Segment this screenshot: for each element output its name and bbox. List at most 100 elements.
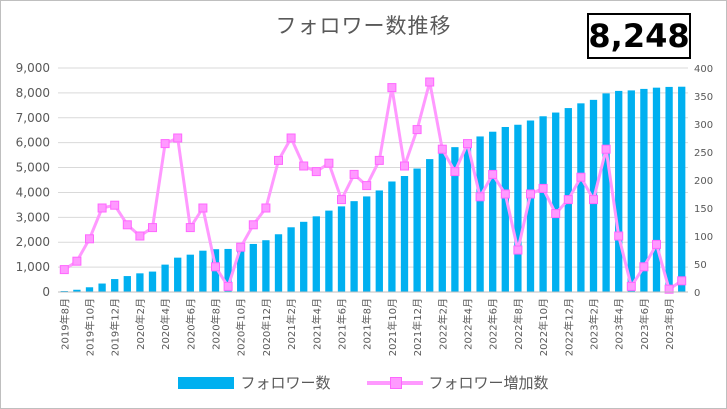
increase-marker — [387, 83, 397, 93]
follower-bar — [388, 181, 396, 292]
increase-marker — [677, 276, 687, 286]
follower-bar — [199, 250, 207, 292]
follower-bar — [400, 176, 409, 292]
follower-bar — [665, 86, 673, 292]
follower-bar — [526, 120, 535, 292]
x-tick-label: 2020年10月 — [235, 298, 248, 356]
follower-bar — [274, 234, 283, 292]
follower-bar — [98, 283, 106, 292]
follower-bar — [438, 152, 446, 292]
y-left-tick-label: 5,000 — [16, 161, 50, 175]
increase-marker — [198, 203, 208, 213]
x-tick-label: 2023年4月 — [613, 298, 626, 350]
y-right-tick-label: 150 — [694, 204, 713, 215]
increase-marker — [563, 195, 573, 205]
follower-bar — [627, 90, 635, 293]
y-left-tick-label: 6,000 — [16, 136, 50, 150]
x-tick-label: 2022年4月 — [462, 298, 475, 350]
increase-marker — [148, 223, 157, 233]
increase-marker — [626, 281, 636, 291]
increase-polyline — [63, 80, 683, 291]
y-left-tick-label: 7,000 — [16, 111, 50, 125]
y-left-tick-label: 2,000 — [16, 235, 50, 249]
increase-marker — [135, 231, 145, 241]
x-tick-label: 2023年8月 — [663, 298, 676, 350]
axes: 0 1,000 2,000 3,000 4,000 5,000 6,000 7,000 8,00… — [16, 61, 713, 356]
legend-item-increase: フォロワー増加数 — [366, 372, 549, 393]
increase-marker — [589, 195, 598, 205]
follower-bar — [249, 243, 257, 292]
legend-swatch-line — [366, 376, 423, 389]
follower-bar — [451, 147, 459, 292]
legend-swatch-bar — [178, 376, 235, 389]
y-left-tick-label: 1,000 — [16, 260, 50, 274]
x-tick-label: 2019年8月 — [58, 298, 71, 350]
y-left-tick-label: 4,000 — [16, 185, 50, 199]
increase-marker — [299, 161, 309, 171]
increase-marker — [437, 144, 447, 154]
increase-marker — [337, 195, 346, 205]
x-tick-label: 2020年6月 — [184, 298, 197, 350]
increase-marker — [286, 133, 296, 143]
increase-marker — [349, 169, 359, 179]
increase-marker — [97, 203, 107, 213]
y-right-tick-label: 200 — [694, 176, 713, 187]
increase-marker — [463, 139, 472, 149]
increase-marker — [664, 284, 674, 294]
x-tick-label: 2022年10月 — [537, 298, 550, 356]
increase-marker — [173, 133, 183, 143]
increase-marker — [122, 220, 132, 230]
increase-marker — [576, 172, 586, 182]
increase-marker — [450, 167, 460, 177]
x-tick-label: 2020年12月 — [260, 298, 273, 356]
increase-marker — [110, 200, 120, 210]
follower-bar — [514, 124, 522, 292]
legend-label-increase: フォロワー増加数 — [428, 374, 549, 392]
increase-marker — [211, 262, 220, 272]
total-followers-badge: 8,248 — [587, 13, 691, 59]
increase-marker — [59, 265, 69, 275]
increase-marker — [324, 158, 334, 168]
x-tick-label: 2022年2月 — [436, 298, 449, 350]
increase-marker — [236, 242, 246, 252]
increase-marker — [425, 77, 435, 87]
x-tick-label: 2021年4月 — [310, 298, 323, 350]
follower-bar — [426, 159, 434, 292]
x-tick-label: 2020年8月 — [210, 298, 223, 350]
follower-bar — [640, 88, 648, 292]
y-right-tick-label: 0 — [694, 288, 700, 299]
x-tick-label: 2020年2月 — [134, 298, 147, 350]
x-tick-label: 2021年10月 — [386, 298, 399, 356]
y-left-tick-label: 9,000 — [16, 61, 50, 75]
follower-bar — [111, 279, 119, 292]
y-left-tick-label: 8,000 — [16, 86, 50, 100]
increase-marker — [513, 245, 523, 255]
y-right-tick-label: 100 — [694, 232, 713, 243]
x-tick-label: 2019年10月 — [84, 298, 97, 356]
legend-item-followers: フォロワー数 — [178, 372, 331, 393]
increase-marker — [551, 209, 561, 219]
follower-bar — [501, 126, 509, 292]
increase-marker — [475, 192, 485, 202]
follower-bar — [148, 271, 157, 292]
follower-bar — [552, 112, 560, 292]
follower-bar — [174, 257, 182, 292]
increase-marker — [223, 281, 233, 291]
increase-marker — [538, 183, 548, 193]
follower-bar — [262, 240, 270, 292]
x-tick-label: 2022年8月 — [512, 298, 525, 350]
follower-bar — [652, 87, 661, 292]
follower-bar — [413, 168, 421, 292]
x-tick-label: 2022年6月 — [487, 298, 500, 350]
increase-marker — [639, 262, 649, 272]
follower-bar — [489, 131, 497, 292]
chart-title: フォロワー数推移 — [275, 14, 452, 38]
follower-bar — [325, 210, 333, 292]
legend-label-followers: フォロワー数 — [240, 374, 331, 392]
increase-marker — [248, 220, 258, 230]
y-right-tick-label: 300 — [694, 120, 713, 131]
x-tick-label: 2021年12月 — [411, 298, 424, 356]
y-left-tick-label: 3,000 — [16, 210, 50, 224]
x-tick-label: 2022年12月 — [562, 298, 575, 356]
chart-legend: フォロワー数 フォロワー増加数 — [0, 372, 727, 393]
